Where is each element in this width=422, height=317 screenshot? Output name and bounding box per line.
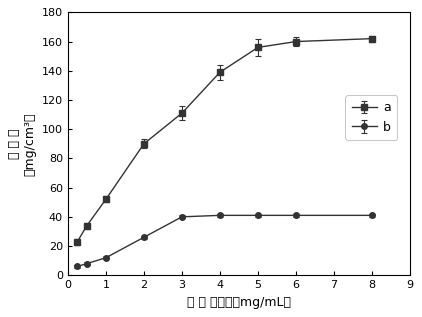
X-axis label: 溶 菌 酶浓度（mg/mL）: 溶 菌 酶浓度（mg/mL）: [187, 296, 291, 309]
Y-axis label: 吸 附 量
（mg/cm³）: 吸 附 量 （mg/cm³）: [8, 112, 36, 176]
Legend: a, b: a, b: [345, 95, 397, 140]
